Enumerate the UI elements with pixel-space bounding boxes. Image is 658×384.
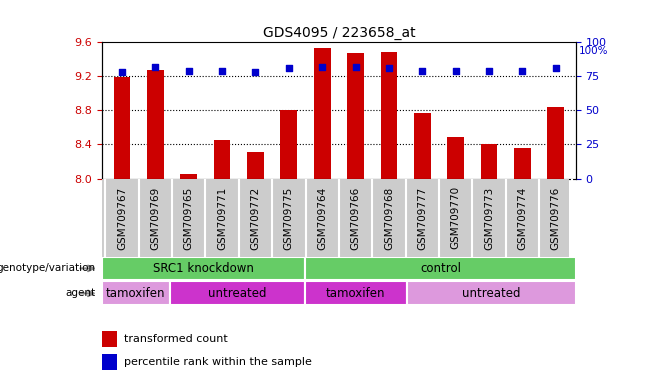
Title: GDS4095 / 223658_at: GDS4095 / 223658_at [263,26,415,40]
Bar [102,257,305,280]
Text: GSM709776: GSM709776 [551,186,561,250]
Bar [414,113,430,179]
Bar [280,109,297,179]
Bar [347,53,364,179]
Point [250,69,261,75]
Bar [547,107,564,179]
Point [384,65,394,71]
Text: GSM709768: GSM709768 [384,186,394,250]
Text: GSM709767: GSM709767 [117,186,127,250]
Text: GSM709765: GSM709765 [184,186,193,250]
Bar [314,48,330,179]
Text: agent: agent [65,288,95,298]
Point [217,68,228,74]
Bar [305,281,407,305]
Text: GSM709775: GSM709775 [284,186,294,250]
Bar [170,281,305,305]
Text: GSM709774: GSM709774 [517,186,527,250]
Bar [305,257,576,280]
Bar [114,77,130,179]
Text: tamoxifen: tamoxifen [106,287,166,300]
Bar [407,281,576,305]
Point [484,68,494,74]
Bar [147,70,164,179]
Point [284,65,294,71]
Text: GSM709769: GSM709769 [151,186,161,250]
Bar [180,174,197,179]
Bar [214,140,230,179]
Text: GSM709764: GSM709764 [317,186,327,250]
Text: 100%: 100% [579,46,609,56]
Text: GSM709772: GSM709772 [251,186,261,250]
Bar [102,281,170,305]
Point [317,64,328,70]
Bar [102,331,117,348]
Text: GSM709773: GSM709773 [484,186,494,250]
Point [350,64,361,70]
Text: GSM709771: GSM709771 [217,186,227,250]
Bar [102,354,117,370]
Text: GSM709770: GSM709770 [451,186,461,250]
Text: control: control [420,262,461,275]
Point [150,64,161,70]
Text: SRC1 knockdown: SRC1 knockdown [153,262,254,275]
Text: untreated: untreated [462,287,520,300]
Bar [247,152,264,179]
Point [417,68,428,74]
Point [184,68,194,74]
Text: untreated: untreated [208,287,266,300]
Point [116,69,127,75]
Point [450,68,461,74]
Text: GSM709777: GSM709777 [417,186,427,250]
Text: genotype/variation: genotype/variation [0,263,95,273]
Text: GSM709766: GSM709766 [351,186,361,250]
Text: tamoxifen: tamoxifen [326,287,386,300]
Bar [514,148,531,179]
Bar [447,137,464,179]
Point [551,65,561,71]
Text: transformed count: transformed count [124,334,228,344]
Text: percentile rank within the sample: percentile rank within the sample [124,358,312,367]
Bar [480,144,497,179]
Bar [380,51,397,179]
Point [517,68,528,74]
